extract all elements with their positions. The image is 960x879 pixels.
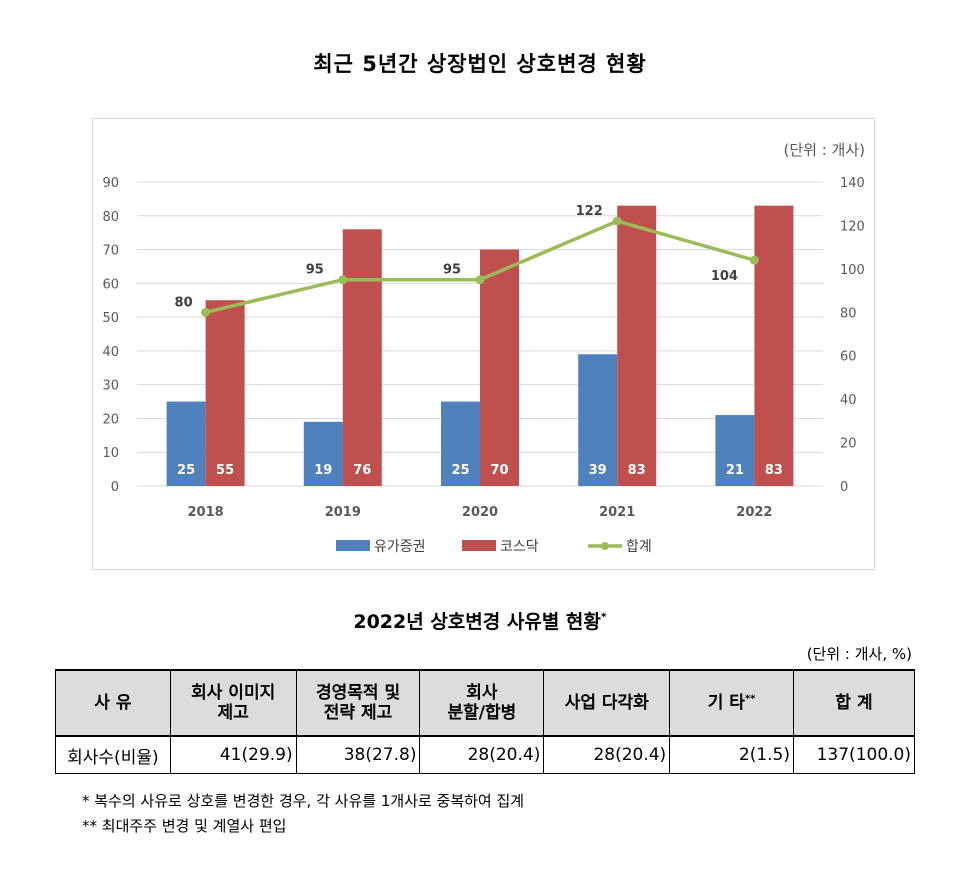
legend-kospi-swatch xyxy=(336,540,370,551)
header-image: 회사 이미지 제고 xyxy=(169,669,297,737)
left-tick-label: 40 xyxy=(102,345,119,360)
reasons-table: 사 유 회사 이미지 제고 경영목적 및 전략 제고 회사 분할/합병 사업 다각화 … xyxy=(55,669,915,774)
bar-data-label: 83 xyxy=(765,463,783,478)
bar-kospi xyxy=(166,401,206,486)
header-diversification-text: 사업 다각화 xyxy=(564,692,649,713)
header-merger-line2: 분할/합병 xyxy=(447,703,517,723)
legend-kosdaq-label: 코스닥 xyxy=(500,539,539,555)
bar-data-label: 83 xyxy=(628,463,646,478)
legend-kospi-label: 유가증권 xyxy=(374,539,426,555)
table-header-row: 사 유 회사 이미지 제고 경영목적 및 전략 제고 회사 분할/합병 사업 다각화 … xyxy=(55,669,915,737)
right-tick-label: 80 xyxy=(840,306,857,321)
cell-total: 137(100.0) xyxy=(793,735,915,774)
row-label: 회사수(비율) xyxy=(55,735,171,774)
header-other: 기 타** xyxy=(669,669,794,737)
bar-kosdaq xyxy=(342,229,382,486)
legend-total-label: 합계 xyxy=(626,539,652,555)
bar-kospi xyxy=(578,354,618,486)
header-total-text: 합 계 xyxy=(835,692,873,713)
legend-total-marker xyxy=(601,542,609,550)
left-tick-label: 50 xyxy=(102,311,119,326)
header-reason: 사 유 xyxy=(55,669,171,737)
left-tick-label: 70 xyxy=(102,244,119,259)
bar-kospi xyxy=(303,421,343,486)
cell-diversification: 28(20.4) xyxy=(543,735,671,774)
right-tick-label: 120 xyxy=(840,219,865,234)
total-point xyxy=(475,275,485,285)
header-merger: 회사 분할/합병 xyxy=(419,669,545,737)
total-data-label: 95 xyxy=(306,263,324,278)
bar-kosdaq xyxy=(480,249,519,486)
bar-kosdaq xyxy=(205,300,245,486)
header-other-mark: ** xyxy=(744,693,756,705)
category-label: 2018 xyxy=(188,505,224,520)
category-label: 2020 xyxy=(462,505,498,520)
table-unit: (단위 : 개사, %) xyxy=(806,645,912,663)
header-reason-text: 사 유 xyxy=(94,692,132,713)
header-total: 합 계 xyxy=(793,669,915,737)
table-title-text: 2022년 상호변경 사유별 현황 xyxy=(353,611,601,633)
right-tick-label: 140 xyxy=(840,176,865,191)
right-tick-label: 100 xyxy=(840,263,865,278)
combo-chart: (단위 : 개사) 0 10 20 30 40 50 60 70 80 90 0 20 40 60 80 100… xyxy=(102,141,866,555)
left-tick-label: 20 xyxy=(102,412,119,427)
total-data-label: 122 xyxy=(576,204,603,219)
bar-kospi xyxy=(715,415,755,486)
footnote-2: ** 최대주주 변경 및 계열사 편입 xyxy=(82,817,287,835)
header-strategy: 경영목적 및 전략 제고 xyxy=(295,669,421,737)
left-tick-label: 60 xyxy=(102,277,119,292)
bar-kosdaq xyxy=(617,205,657,486)
right-tick-label: 40 xyxy=(840,393,857,408)
header-other-text: 기 타 xyxy=(707,692,745,713)
bar-data-label: 76 xyxy=(353,463,371,478)
category-label: 2019 xyxy=(325,505,361,520)
total-point xyxy=(612,216,622,226)
bar-data-label: 39 xyxy=(589,463,607,478)
left-tick-label: 80 xyxy=(102,210,119,225)
left-tick-label: 30 xyxy=(102,379,119,394)
table-title-mark: * xyxy=(600,610,607,624)
chart-area: (단위 : 개사) 0 10 20 30 40 50 60 70 80 90 0 20 40 60 80 100… xyxy=(92,118,875,570)
header-diversification: 사업 다각화 xyxy=(543,669,671,737)
left-tick-label: 90 xyxy=(102,176,119,191)
category-label: 2021 xyxy=(599,505,635,520)
bar-data-label: 21 xyxy=(726,463,744,478)
left-tick-label: 10 xyxy=(102,446,119,461)
cell-strategy: 38(27.8) xyxy=(295,735,421,774)
header-strategy-line2: 전략 제고 xyxy=(323,703,393,723)
chart-unit: (단위 : 개사) xyxy=(784,141,866,159)
cell-image: 41(29.9) xyxy=(169,735,297,774)
header-merger-line1: 회사 xyxy=(466,682,498,703)
total-data-label: 95 xyxy=(443,263,461,278)
cell-merger: 28(20.4) xyxy=(419,735,545,774)
total-data-label: 104 xyxy=(711,269,738,284)
footnote-1: * 복수의 사유로 상호를 변경한 경우, 각 사유를 1개사로 중복하여 집계 xyxy=(82,792,525,810)
bar-kosdaq xyxy=(754,205,794,486)
cell-other: 2(1.5) xyxy=(669,735,794,774)
right-tick-label: 20 xyxy=(840,437,857,452)
bar-kospi xyxy=(441,401,480,486)
total-data-label: 80 xyxy=(175,295,193,310)
bar-data-label: 55 xyxy=(216,463,234,478)
category-label: 2022 xyxy=(736,505,772,520)
table-title: 2022년 상호변경 사유별 현황* xyxy=(0,607,960,634)
legend-kosdaq-swatch xyxy=(462,540,496,551)
header-image-line1: 회사 이미지 xyxy=(191,682,276,703)
bar-data-label: 25 xyxy=(177,463,195,478)
left-tick-label: 0 xyxy=(111,480,119,495)
bar-data-label: 25 xyxy=(451,463,469,478)
chart-title: 최근 5년간 상장법인 상호변경 현황 xyxy=(313,52,647,76)
right-tick-label: 0 xyxy=(840,480,848,495)
bar-data-label: 19 xyxy=(314,463,332,478)
right-tick-label: 60 xyxy=(840,350,857,365)
bar-data-label: 70 xyxy=(490,463,508,478)
total-point xyxy=(338,275,348,285)
table-row: 회사수(비율) 41(29.9) 38(27.8) 28(20.4) 28(20… xyxy=(55,735,915,774)
total-point xyxy=(201,307,211,317)
header-strategy-line1: 경영목적 및 xyxy=(315,682,401,703)
total-point xyxy=(749,255,759,265)
header-image-line2: 제고 xyxy=(217,703,249,723)
